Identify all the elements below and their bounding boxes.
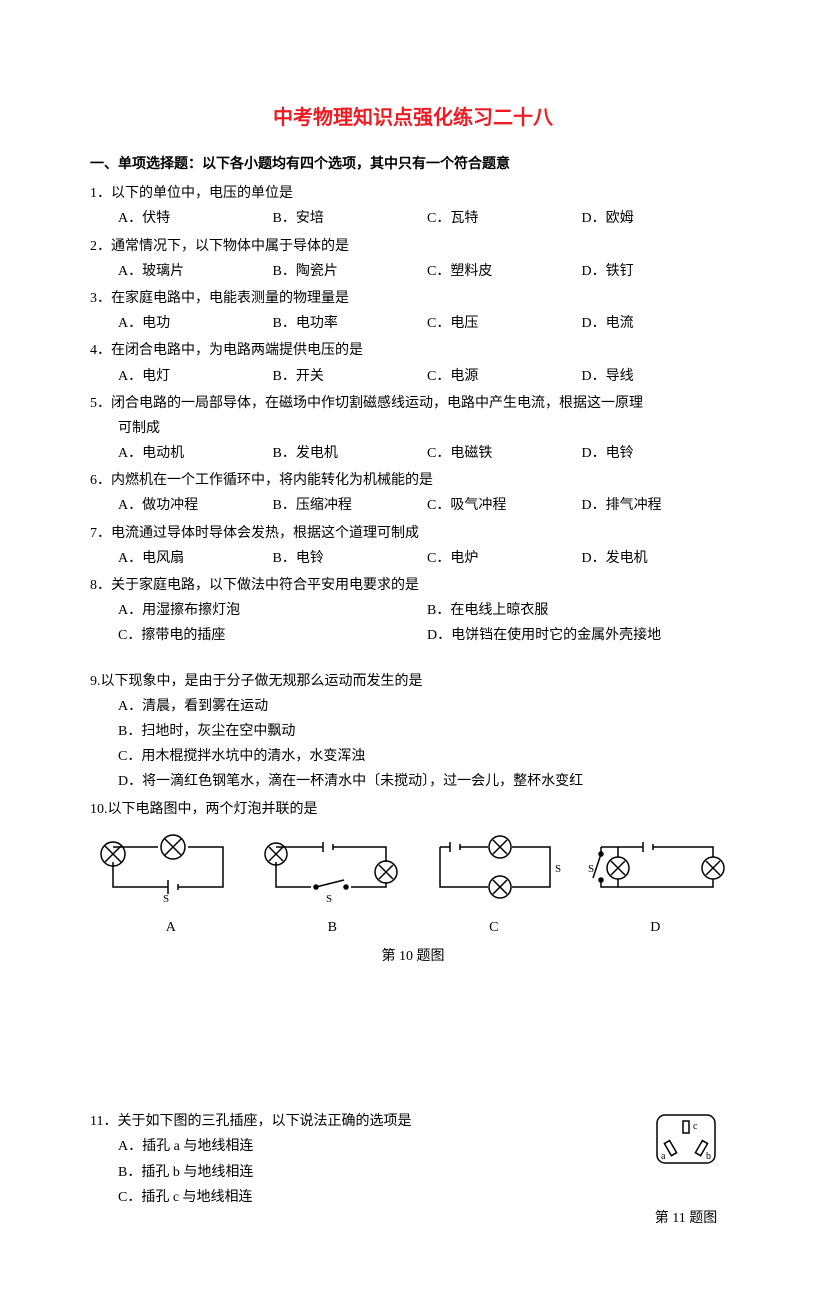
svg-text:a: a	[661, 1151, 666, 1162]
question-8: 8．关于家庭电路，以下做法中符合平安用电要求的是 A．用湿擦布擦灯泡 B．在电线…	[90, 573, 736, 649]
circuit-label-a: A	[90, 915, 252, 940]
q7-text: 7．电流通过导体时导体会发热，根据这个道理可制成	[90, 521, 736, 546]
q8-opt-d: D．电饼铛在使用时它的金属外壳接地	[427, 623, 736, 648]
q2-opt-b: B．陶瓷片	[273, 259, 428, 284]
q8-text: 8．关于家庭电路，以下做法中符合平安用电要求的是	[90, 573, 736, 598]
q2-opt-d: D．铁钉	[582, 259, 737, 284]
q9-opt-b: B．扫地时，灰尘在空中飘动	[118, 719, 736, 744]
q4-opt-c: C．电源	[427, 364, 582, 389]
question-7: 7．电流通过导体时导体会发热，根据这个道理可制成 A．电风扇 B．电铃 C．电炉…	[90, 521, 736, 571]
question-2: 2．通常情况下，以下物体中属于导体的是 A．玻璃片 B．陶瓷片 C．塑料皮 D．…	[90, 234, 736, 284]
question-5: 5．闭合电路的一局部导体，在磁场中作切割磁感线运动，电路中产生电流，根据这一原理…	[90, 391, 736, 467]
q7-opt-d: D．发电机	[582, 546, 737, 571]
q9-opt-c: C．用木棍搅拌水坑中的清水，水变浑浊	[118, 744, 736, 769]
q6-opt-d: D．排气冲程	[582, 493, 737, 518]
fig11-caption: 第 11 题图	[636, 1206, 736, 1231]
circuit-label-b: B	[252, 915, 414, 940]
q5-opt-c: C．电磁铁	[427, 441, 582, 466]
q3-text: 3．在家庭电路中，电能表测量的物理量是	[90, 286, 736, 311]
q7-opt-c: C．电炉	[427, 546, 582, 571]
socket-icon: c a b	[651, 1109, 721, 1169]
q7-opt-a: A．电风扇	[118, 546, 273, 571]
q9-text: 9.以下现象中，是由于分子做无规那么运动而发生的是	[90, 669, 736, 694]
section-header: 一、单项选择题：以下各小题均有四个选项，其中只有一个符合题意	[90, 152, 736, 177]
q6-opt-b: B．压缩冲程	[273, 493, 428, 518]
question-3: 3．在家庭电路中，电能表测量的物理量是 A．电功 B．电功率 C．电压 D．电流	[90, 286, 736, 336]
question-11: 11．关于如下图的三孔插座，以下说法正确的选项是 A．插孔 a 与地线相连 B．…	[90, 1109, 736, 1231]
q1-opt-c: C．瓦特	[427, 206, 582, 231]
q4-opt-b: B．开关	[273, 364, 428, 389]
circuit-d: S	[581, 832, 737, 911]
q5-text: 5．闭合电路的一局部导体，在磁场中作切割磁感线运动，电路中产生电流，根据这一原理	[90, 391, 736, 416]
q4-text: 4．在闭合电路中，为电路两端提供电压的是	[90, 338, 736, 363]
q1-opt-a: A．伏特	[118, 206, 273, 231]
q8-opt-c: C．擦带电的插座	[118, 623, 427, 648]
question-4: 4．在闭合电路中，为电路两端提供电压的是 A．电灯 B．开关 C．电源 D．导线	[90, 338, 736, 388]
q2-opt-c: C．塑料皮	[427, 259, 582, 284]
q9-opt-d: D．将一滴红色钢笔水，滴在一杯清水中〔未搅动〕，过一会儿，整杯水变红	[118, 769, 736, 794]
q7-opt-b: B．电铃	[273, 546, 428, 571]
circuit-b: S	[254, 832, 410, 911]
question-9: 9.以下现象中，是由于分子做无规那么运动而发生的是 A．清晨，看到雾在运动 B．…	[90, 669, 736, 795]
q4-opt-a: A．电灯	[118, 364, 273, 389]
q4-opt-d: D．导线	[582, 364, 737, 389]
circuit-a: S	[90, 832, 246, 911]
q5-text2: 可制成	[90, 416, 736, 441]
q3-opt-b: B．电功率	[273, 311, 428, 336]
q10-text: 10.以下电路图中，两个灯泡并联的是	[90, 797, 736, 822]
q2-text: 2．通常情况下，以下物体中属于导体的是	[90, 234, 736, 259]
q6-opt-a: A．做功冲程	[118, 493, 273, 518]
circuit-label-d: D	[575, 915, 737, 940]
q5-opt-d: D．电铃	[582, 441, 737, 466]
q1-text: 1．以下的单位中，电压的单位是	[90, 181, 736, 206]
q3-opt-d: D．电流	[582, 311, 737, 336]
circuit-label-c: C	[413, 915, 575, 940]
q11-text: 11．关于如下图的三孔插座，以下说法正确的选项是	[90, 1109, 636, 1134]
q6-opt-c: C．吸气冲程	[427, 493, 582, 518]
question-10: 10.以下电路图中，两个灯泡并联的是 S	[90, 797, 736, 970]
page-title: 中考物理知识点强化练习二十八	[90, 100, 736, 136]
svg-text:S: S	[326, 893, 332, 902]
q11-opt-b: B．插孔 b 与地线相连	[118, 1160, 636, 1185]
q11-opt-a: A．插孔 a 与地线相连	[118, 1134, 636, 1159]
svg-text:b: b	[706, 1151, 711, 1162]
q3-opt-c: C．电压	[427, 311, 582, 336]
q1-opt-b: B．安培	[273, 206, 428, 231]
q6-text: 6．内燃机在一个工作循环中，将内能转化为机械能的是	[90, 468, 736, 493]
q2-opt-a: A．玻璃片	[118, 259, 273, 284]
q3-opt-a: A．电功	[118, 311, 273, 336]
q9-opt-a: A．清晨，看到雾在运动	[118, 694, 736, 719]
svg-text:S: S	[588, 863, 594, 875]
q8-opt-a: A．用湿擦布擦灯泡	[118, 598, 427, 623]
q5-opt-b: B．发电机	[273, 441, 428, 466]
circuit-c: S	[417, 832, 573, 911]
question-1: 1．以下的单位中，电压的单位是 A．伏特 B．安培 C．瓦特 D．欧姆	[90, 181, 736, 231]
question-6: 6．内燃机在一个工作循环中，将内能转化为机械能的是 A．做功冲程 B．压缩冲程 …	[90, 468, 736, 518]
q8-opt-b: B．在电线上晾衣服	[427, 598, 736, 623]
fig10-caption: 第 10 题图	[90, 944, 736, 969]
svg-text:S: S	[163, 893, 169, 902]
svg-text:c: c	[693, 1121, 698, 1132]
q1-opt-d: D．欧姆	[582, 206, 737, 231]
svg-text:S: S	[555, 863, 561, 875]
q11-opt-c: C．插孔 c 与地线相连	[118, 1185, 636, 1210]
q5-opt-a: A．电动机	[118, 441, 273, 466]
